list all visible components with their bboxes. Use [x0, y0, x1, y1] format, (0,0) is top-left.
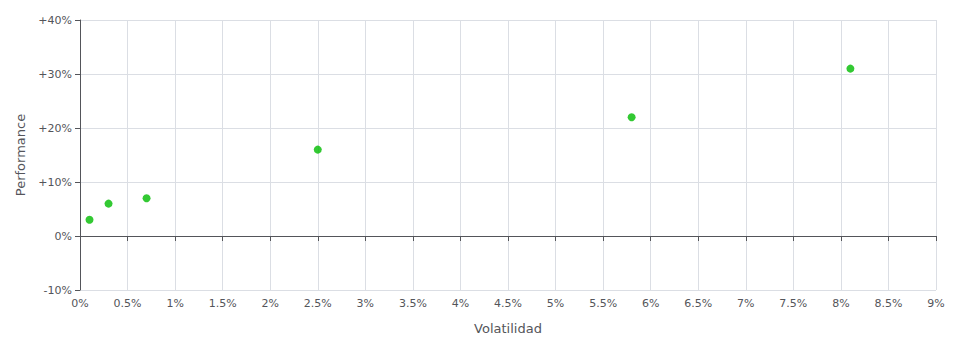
svg-text:2.5%: 2.5%: [304, 297, 332, 310]
svg-text:5.5%: 5.5%: [589, 297, 617, 310]
svg-text:0%: 0%: [71, 297, 88, 310]
svg-text:+30%: +30%: [38, 68, 72, 81]
svg-text:+40%: +40%: [38, 14, 72, 27]
svg-text:9%: 9%: [927, 297, 944, 310]
svg-text:6.5%: 6.5%: [684, 297, 712, 310]
svg-text:6%: 6%: [642, 297, 659, 310]
svg-text:-10%: -10%: [44, 284, 72, 297]
svg-text:+20%: +20%: [38, 122, 72, 135]
svg-text:3%: 3%: [357, 297, 374, 310]
svg-text:Volatilidad: Volatilidad: [474, 321, 542, 336]
svg-text:2%: 2%: [261, 297, 278, 310]
svg-text:4%: 4%: [452, 297, 469, 310]
svg-text:8.5%: 8.5%: [874, 297, 902, 310]
svg-text:4.5%: 4.5%: [494, 297, 522, 310]
svg-text:0%: 0%: [55, 230, 72, 243]
svg-text:1.5%: 1.5%: [209, 297, 237, 310]
svg-text:1%: 1%: [166, 297, 183, 310]
svg-text:7%: 7%: [737, 297, 754, 310]
svg-text:Performance: Performance: [13, 114, 28, 196]
svg-text:8%: 8%: [832, 297, 849, 310]
svg-text:3.5%: 3.5%: [399, 297, 427, 310]
svg-text:+10%: +10%: [38, 176, 72, 189]
svg-text:0.5%: 0.5%: [114, 297, 142, 310]
svg-text:7.5%: 7.5%: [779, 297, 807, 310]
svg-text:5%: 5%: [547, 297, 564, 310]
